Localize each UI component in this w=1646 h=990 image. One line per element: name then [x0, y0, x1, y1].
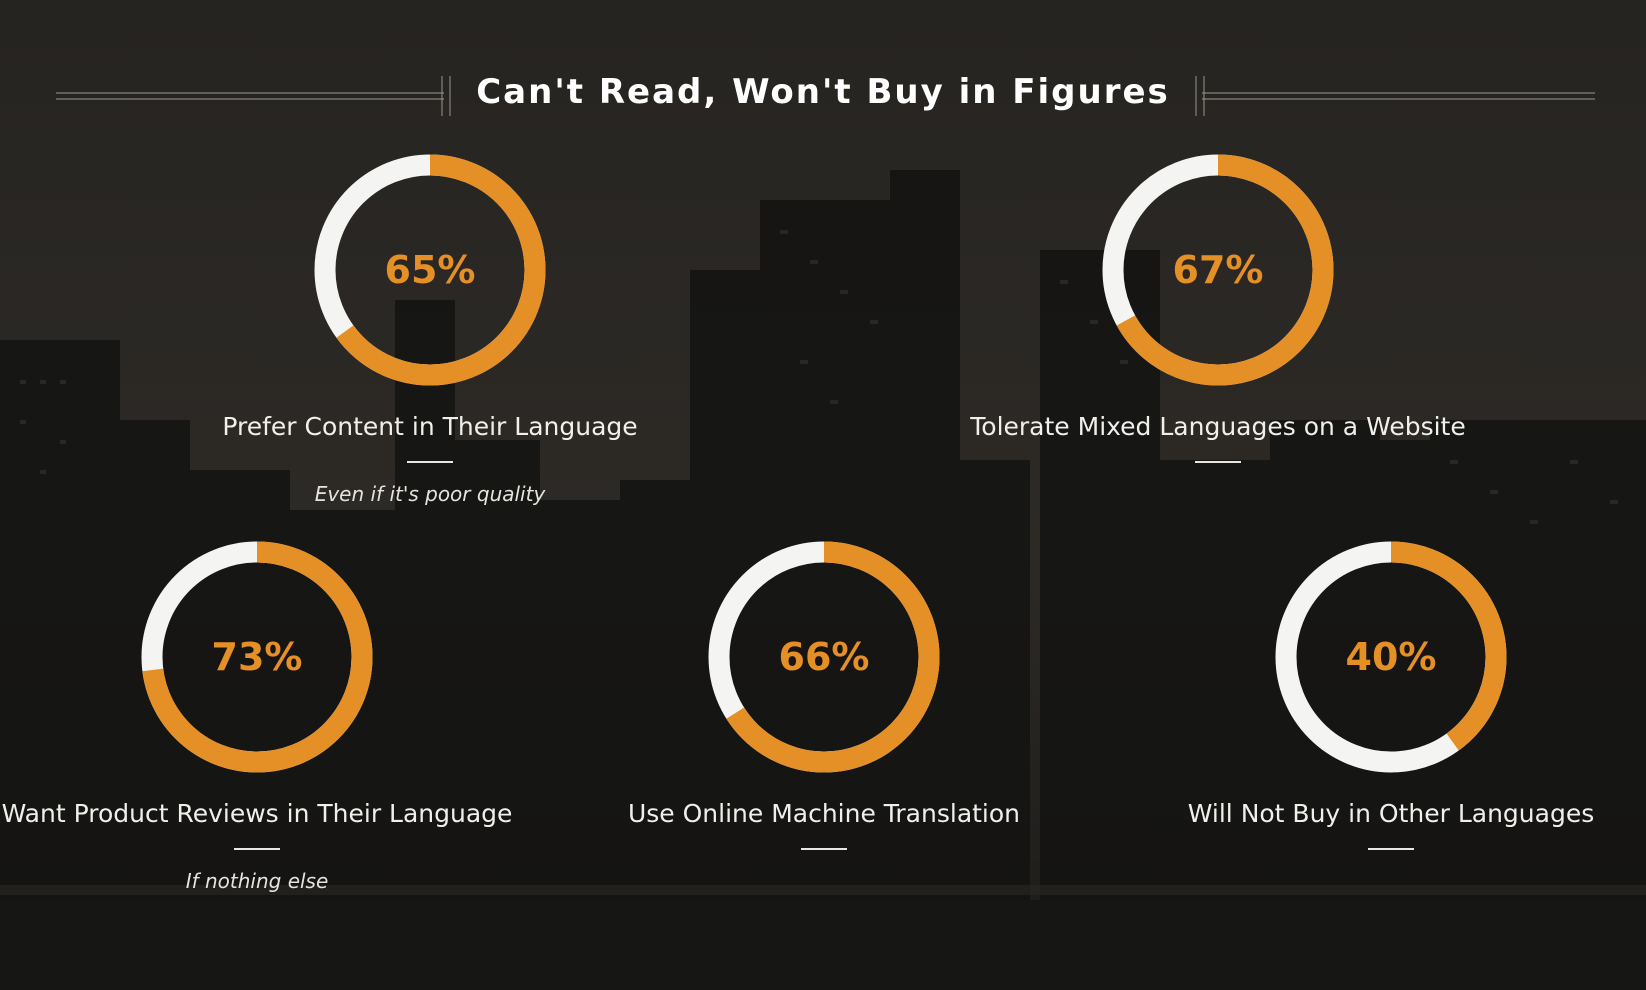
donut-value-arc: [708, 541, 940, 773]
donut-value-arc: [141, 541, 373, 773]
stat-label: Want Product Reviews in Their Language: [1, 799, 513, 828]
stat-label: Tolerate Mixed Languages on a Website: [970, 412, 1466, 441]
stat-label: Will Not Buy in Other Languages: [1187, 799, 1595, 828]
donut-4: 66%: [704, 537, 944, 777]
donut-1: 65%: [310, 150, 550, 390]
donut-value-arc: [314, 154, 546, 386]
title-rule-left: [56, 76, 451, 116]
donut-value-arc: [1102, 154, 1334, 386]
stat-divider: [801, 848, 847, 850]
stat-note: If nothing else: [185, 869, 329, 893]
donut-value-label: 73%: [211, 635, 303, 679]
donut-svg: [1102, 154, 1334, 386]
donut-5: 40%: [1271, 537, 1511, 777]
donut-svg: [141, 541, 373, 773]
stat-divider: [1368, 848, 1414, 850]
title-rule-right: [1195, 76, 1595, 116]
stat-divider: [1195, 461, 1241, 463]
stat-divider: [234, 848, 280, 850]
stat-note: Even if it's poor quality: [314, 482, 546, 506]
donut-value-arc: [1275, 541, 1507, 773]
donut-svg: [1275, 541, 1507, 773]
donut-value-label: 40%: [1345, 635, 1437, 679]
donut-svg: [314, 154, 546, 386]
stat-divider: [407, 461, 453, 463]
donut-value-label: 66%: [778, 635, 870, 679]
stat-label: Use Online Machine Translation: [627, 799, 1021, 828]
stat-label: Prefer Content in Their Language: [222, 412, 638, 441]
donut-value-label: 67%: [1172, 248, 1264, 292]
donut-value-label: 65%: [384, 248, 476, 292]
donut-2: 67%: [1098, 150, 1338, 390]
donut-3: 73%: [137, 537, 377, 777]
page-title: Can't Read, Won't Buy in Figures: [476, 72, 1170, 112]
donut-svg: [708, 541, 940, 773]
